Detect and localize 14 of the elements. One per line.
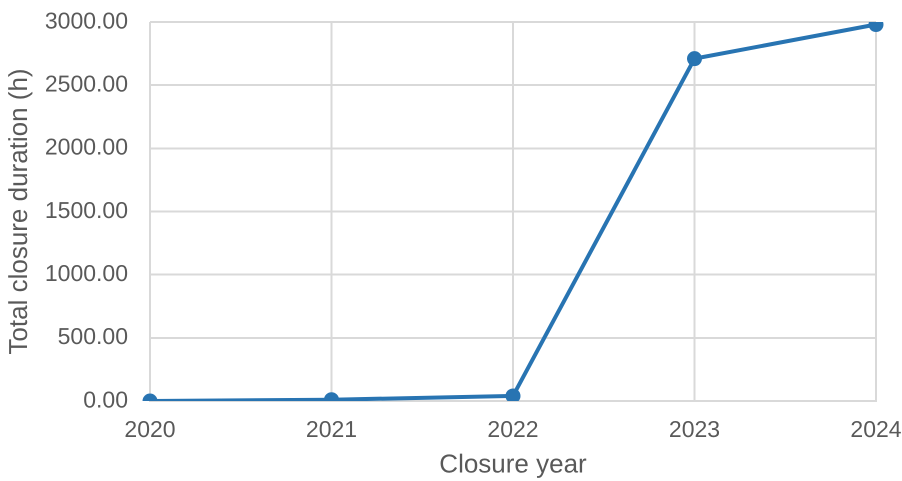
y-tick-label: 0.00 [83,386,128,412]
y-tick-label: 1500.00 [44,196,128,223]
x-tick-label: 2021 [306,416,358,442]
y-tick-label: 2500.00 [44,70,128,97]
y-tick-label: 2000.00 [44,134,128,160]
x-axis-title: Closure year [439,448,588,479]
x-tick-label: 2024 [850,416,902,442]
x-tick-label: 2022 [487,416,539,442]
x-tick-label: 2020 [124,416,176,442]
y-axis-title: Total closure duration (h) [2,68,33,355]
y-tick-label: 500.00 [58,323,128,350]
y-tick-label: 3000.00 [44,7,128,34]
x-tick-label: 2023 [668,416,720,442]
y-tick-label: 1000.00 [44,260,128,286]
